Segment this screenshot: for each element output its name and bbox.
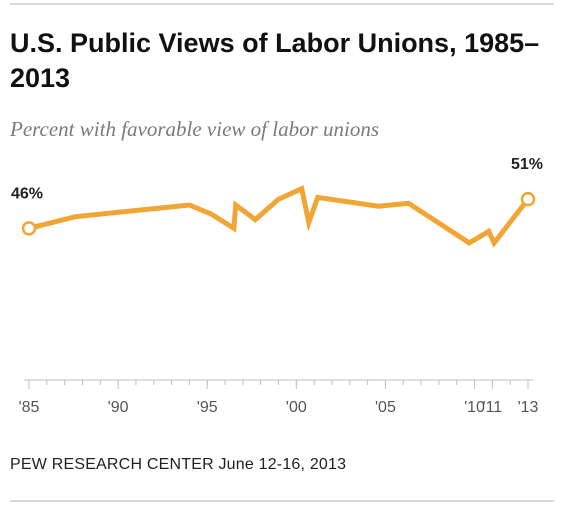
data-label: 46% bbox=[11, 185, 43, 202]
x-tick-label: '11 bbox=[483, 399, 503, 416]
x-tick-label: '05 bbox=[375, 399, 396, 416]
x-tick-label: '95 bbox=[197, 399, 218, 416]
top-rule bbox=[10, 3, 554, 5]
data-label: 51% bbox=[511, 156, 543, 173]
endpoint-marker bbox=[520, 191, 536, 207]
source-note: PEW RESEARCH CENTER June 12-16, 2013 bbox=[10, 456, 347, 473]
x-tick-label: '90 bbox=[108, 399, 129, 416]
x-tick-label: '10 bbox=[464, 399, 485, 416]
chart-subtitle: Percent with favorable view of labor uni… bbox=[10, 117, 380, 141]
x-tick-label: '85 bbox=[19, 399, 40, 416]
bottom-rule bbox=[10, 500, 554, 502]
series-line bbox=[28, 185, 530, 248]
x-tick-label: '13 bbox=[518, 399, 539, 416]
chart-title: U.S. Public Views of Labor Unions, 1985–… bbox=[10, 28, 540, 93]
x-tick-label: '00 bbox=[286, 399, 307, 416]
endpoint-marker bbox=[21, 221, 37, 236]
